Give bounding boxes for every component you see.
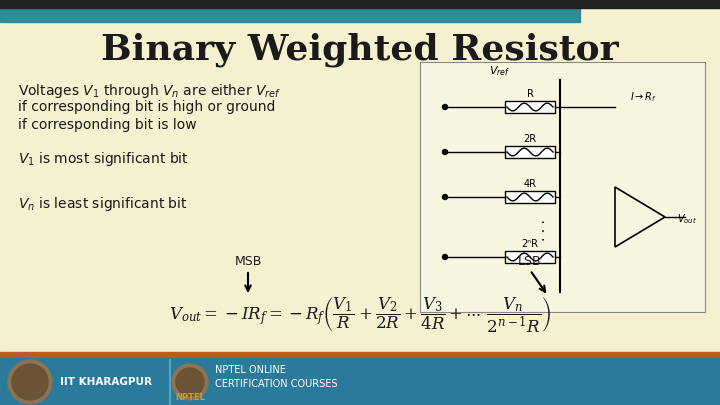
Text: $V_{out}$: $V_{out}$ [677,212,697,226]
Text: IIT KHARAGPUR: IIT KHARAGPUR [60,377,152,387]
Text: 4R: 4R [523,179,536,189]
Text: 2R: 2R [523,134,536,144]
FancyBboxPatch shape [505,191,555,203]
Text: NPTEL: NPTEL [175,394,205,403]
Text: MSB: MSB [234,255,261,268]
Circle shape [8,360,52,404]
Bar [0,0,580,22]
Bar [0,352,720,357]
Circle shape [443,194,448,200]
Circle shape [443,149,448,154]
Text: if corresponding bit is low: if corresponding bit is low [18,118,197,132]
Text: $V_1$ is most significant bit: $V_1$ is most significant bit [18,150,189,168]
Text: 2ⁿR: 2ⁿR [521,239,539,249]
Bar [0,0,720,8]
Circle shape [172,364,208,400]
Text: R: R [526,89,534,99]
FancyBboxPatch shape [420,62,705,312]
Bar [0,348,720,352]
Circle shape [443,104,448,109]
FancyBboxPatch shape [505,101,555,113]
Text: · · ·: · · · [538,219,552,241]
Text: Voltages $V_1$ through $V_n$ are either $V_{ref}$: Voltages $V_1$ through $V_n$ are either … [18,82,282,100]
Text: $V_{ref}$: $V_{ref}$ [490,64,510,78]
Text: NPTEL ONLINE
CERTIFICATION COURSES: NPTEL ONLINE CERTIFICATION COURSES [215,365,338,389]
Text: Binary Weighted Resistor: Binary Weighted Resistor [102,33,618,67]
FancyBboxPatch shape [505,251,555,263]
Bar [0,357,720,405]
Text: $V_{out} = -IR_f = -R_f\left(\dfrac{V_1}{R} + \dfrac{V_2}{2R} + \dfrac{V_3}{4R} : $V_{out} = -IR_f = -R_f\left(\dfrac{V_1}… [169,295,551,335]
Circle shape [176,368,204,396]
Text: $V_n$ is least significant bit: $V_n$ is least significant bit [18,195,188,213]
Text: LSB: LSB [518,255,542,268]
Circle shape [12,364,48,400]
Text: if corresponding bit is high or ground: if corresponding bit is high or ground [18,100,275,114]
Text: $I\rightarrow R_f$: $I\rightarrow R_f$ [630,90,657,104]
FancyBboxPatch shape [505,146,555,158]
Circle shape [443,254,448,260]
